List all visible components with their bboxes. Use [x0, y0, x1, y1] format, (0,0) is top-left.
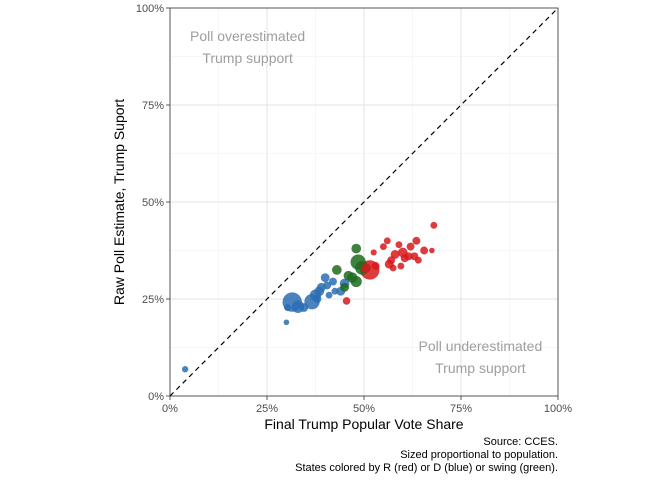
data-point-R	[387, 256, 396, 265]
data-point-D	[313, 295, 322, 303]
y-tick-label: 50%	[142, 197, 164, 209]
data-point-R	[420, 246, 429, 255]
data-point-R	[371, 262, 380, 270]
data-point-R	[395, 241, 403, 249]
y-tick-label: 25%	[142, 294, 164, 306]
y-tick-label: 0%	[148, 391, 164, 403]
y-tick-label: 100%	[136, 3, 164, 15]
data-point-R	[406, 242, 415, 251]
data-point-swing	[340, 282, 350, 292]
annotation-text: Trump support	[202, 50, 293, 66]
annotations: Poll overestimated Trump support Poll unde…	[190, 28, 542, 376]
data-point-D	[325, 291, 333, 299]
reference-line	[169, 7, 559, 397]
data-point-R	[342, 297, 351, 305]
data-point-R	[389, 264, 397, 272]
data-point-swing	[343, 270, 354, 281]
annotation-text: Poll overestimated	[190, 28, 305, 44]
data-point-D	[299, 303, 309, 312]
data-point-R	[390, 249, 400, 259]
y-axis-title: Raw Poll Estimate, Trump Suport	[111, 99, 127, 305]
caption-line: Source: CCES.	[483, 436, 558, 448]
y-tick-label: 75%	[142, 100, 164, 112]
annotation-text: Poll underestimated	[419, 338, 543, 354]
data-point-D	[320, 273, 330, 283]
data-point-R	[429, 247, 435, 254]
x-tick-label: 25%	[256, 403, 278, 415]
caption-line: Sized proportional to population.	[400, 449, 558, 461]
data-point-R	[361, 263, 371, 273]
data-point-R	[412, 236, 421, 245]
x-tick-label: 100%	[544, 403, 572, 415]
data-point-D	[284, 303, 292, 312]
data-point-D	[331, 287, 339, 295]
data-point-D	[323, 281, 332, 290]
caption: Source: CCES.Sized proportional to popul…	[295, 436, 558, 474]
data-point-R	[379, 243, 387, 251]
data-point-R	[404, 252, 413, 261]
data-point-R	[370, 249, 377, 256]
data-point-R	[414, 256, 422, 264]
data-point-D	[181, 366, 189, 373]
data-point-R	[397, 262, 405, 270]
x-tick-label: 75%	[450, 403, 472, 415]
annotation-text: Trump support	[435, 360, 526, 376]
data-point-R	[383, 237, 391, 245]
axis-ticks: 0% 25% 50% 75% 100% 0% 25% 50% 75% 100%	[136, 3, 572, 415]
points	[181, 221, 438, 373]
data-point-D	[329, 277, 337, 286]
caption-line: States colored by R (red) or D (blue) or…	[295, 462, 558, 474]
data-point-D	[283, 319, 290, 326]
x-tick-label: 50%	[353, 403, 375, 415]
data-point-R	[430, 221, 438, 229]
x-axis-title: Final Trump Popular Vote Share	[264, 416, 463, 432]
data-point-swing	[351, 243, 362, 254]
x-tick-label: 0%	[162, 403, 178, 415]
data-point-swing	[331, 265, 342, 275]
